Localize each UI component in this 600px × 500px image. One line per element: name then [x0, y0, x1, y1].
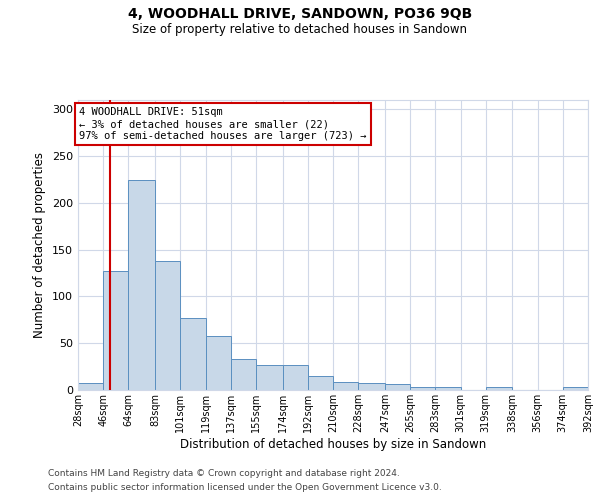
- Y-axis label: Number of detached properties: Number of detached properties: [34, 152, 46, 338]
- Bar: [435, 387, 461, 390]
- Bar: [231, 359, 256, 390]
- Bar: [486, 387, 512, 390]
- Bar: [206, 336, 231, 390]
- Bar: [308, 376, 333, 390]
- Bar: [410, 387, 435, 390]
- Bar: [283, 364, 308, 390]
- Text: 4 WOODHALL DRIVE: 51sqm
← 3% of detached houses are smaller (22)
97% of semi-det: 4 WOODHALL DRIVE: 51sqm ← 3% of detached…: [79, 108, 367, 140]
- Bar: [128, 180, 155, 390]
- Bar: [385, 384, 410, 390]
- Bar: [358, 382, 385, 390]
- Bar: [563, 387, 588, 390]
- Bar: [78, 384, 103, 390]
- Text: 4, WOODHALL DRIVE, SANDOWN, PO36 9QB: 4, WOODHALL DRIVE, SANDOWN, PO36 9QB: [128, 8, 472, 22]
- X-axis label: Distribution of detached houses by size in Sandown: Distribution of detached houses by size …: [180, 438, 486, 450]
- Bar: [333, 382, 358, 390]
- Bar: [155, 261, 180, 390]
- Text: Contains HM Land Registry data © Crown copyright and database right 2024.: Contains HM Land Registry data © Crown c…: [48, 468, 400, 477]
- Text: Size of property relative to detached houses in Sandown: Size of property relative to detached ho…: [133, 22, 467, 36]
- Bar: [103, 271, 128, 390]
- Bar: [180, 318, 206, 390]
- Bar: [256, 364, 283, 390]
- Text: Contains public sector information licensed under the Open Government Licence v3: Contains public sector information licen…: [48, 484, 442, 492]
